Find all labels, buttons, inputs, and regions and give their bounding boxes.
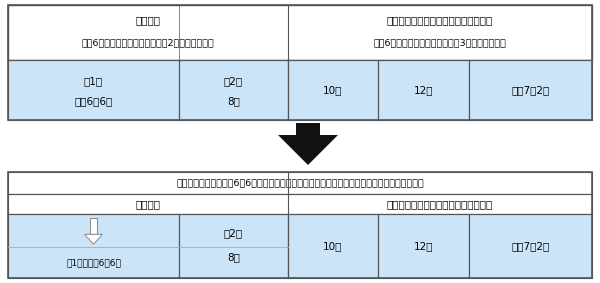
Text: 令和7年2月: 令和7年2月 — [511, 85, 550, 95]
Text: 年金特別徴収（年金天引き）の本徴収: 年金特別徴収（年金天引き）の本徴収 — [387, 15, 493, 25]
Text: 令和7年2月: 令和7年2月 — [511, 241, 550, 251]
Bar — [378, 214, 469, 278]
Bar — [179, 60, 288, 120]
Text: 普通徴収: 普通徴収 — [136, 15, 161, 25]
Bar — [8, 5, 592, 120]
Bar — [8, 194, 592, 214]
Text: 年金特別徴収（年金天引き）の本徴収: 年金特別徴収（年金天引き）の本徴収 — [387, 199, 493, 209]
Bar — [8, 172, 592, 194]
Text: 普通徴収: 普通徴収 — [136, 199, 161, 209]
Bar — [469, 214, 592, 278]
Polygon shape — [278, 135, 338, 165]
Text: 令和6年度分の住民税額の半分を3回に分けて徴収: 令和6年度分の住民税額の半分を3回に分けて徴収 — [374, 38, 506, 47]
Bar — [90, 218, 97, 234]
Text: 第2期: 第2期 — [224, 228, 243, 238]
Bar — [378, 60, 469, 120]
Bar — [179, 214, 288, 278]
Text: 令和6年度分の住民税額の半分を2回に分けて徴収: 令和6年度分の住民税額の半分を2回に分けて徴収 — [82, 38, 214, 47]
Bar — [288, 214, 378, 278]
Text: 第1期　令和6年6月: 第1期 令和6年6月 — [66, 258, 121, 267]
Bar — [296, 123, 320, 135]
Text: 第1期: 第1期 — [84, 76, 103, 86]
Bar — [8, 60, 179, 120]
Bar — [8, 214, 179, 278]
Bar — [8, 5, 592, 60]
Text: 令和6年6月: 令和6年6月 — [74, 96, 113, 106]
Bar — [288, 60, 378, 120]
Text: 8月: 8月 — [227, 96, 240, 106]
Text: 8月: 8月 — [227, 252, 240, 263]
Text: 普通徴収第１期（令和6年6月）分から減税し、減税しきれない場合は、第２期分より順次減税: 普通徴収第１期（令和6年6月）分から減税し、減税しきれない場合は、第２期分より順… — [176, 179, 424, 188]
Polygon shape — [85, 234, 103, 244]
Bar — [8, 172, 592, 278]
Text: 第2期: 第2期 — [224, 76, 243, 86]
Text: 12月: 12月 — [414, 85, 433, 95]
Text: 10月: 10月 — [323, 85, 343, 95]
Text: 12月: 12月 — [414, 241, 433, 251]
Text: 10月: 10月 — [323, 241, 343, 251]
Bar — [469, 60, 592, 120]
